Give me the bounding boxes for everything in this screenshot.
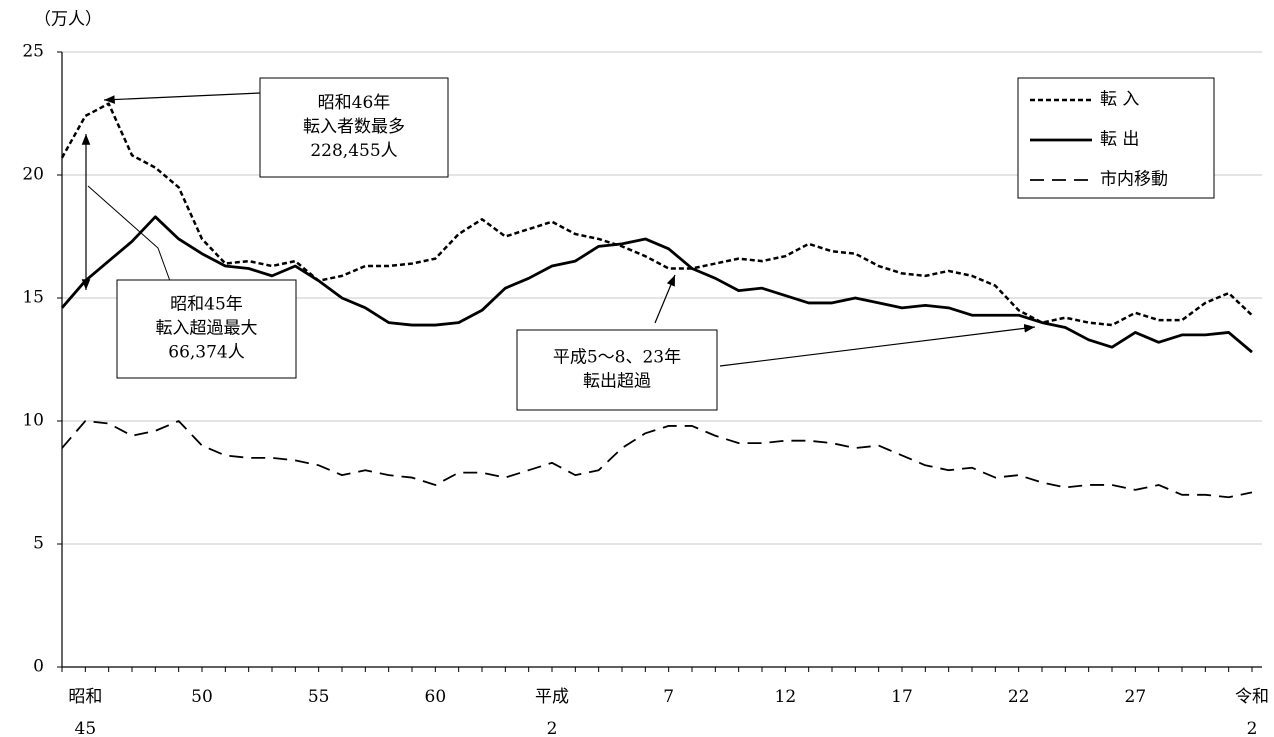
annotation-text: 転入者数最多: [303, 117, 405, 137]
legend-label: 転 出: [1100, 130, 1139, 150]
y-tick-label: 20: [22, 165, 44, 185]
x-tick-label: 17: [891, 687, 913, 707]
annotation-text: 228,455人: [310, 141, 397, 161]
annotation-text: 昭和45年: [170, 295, 243, 315]
y-tick-label: 0: [33, 657, 44, 677]
x-tick-label: 令和 2: [1235, 687, 1269, 737]
y-tick-label: 10: [22, 411, 44, 431]
y-unit: （万人）: [34, 10, 102, 30]
legend-label: 転 入: [1100, 90, 1139, 110]
series-line: [60, 102, 1253, 327]
y-tick-label: 15: [22, 288, 44, 308]
annotation-leader: [87, 185, 171, 282]
y-tick-label: 25: [22, 42, 44, 62]
x-tick-label: 7: [663, 687, 674, 707]
x-tick-label: 22: [1008, 687, 1030, 707]
annotation-box: [516, 329, 718, 411]
legend-label: 市内移動: [1100, 170, 1168, 190]
annotation-text: 昭和46年: [318, 93, 391, 113]
x-tick-label: 27: [1125, 687, 1147, 707]
legend-box: [1017, 77, 1215, 199]
annotation-text: 66,374人: [168, 343, 244, 363]
annotation-text: 転入超過最大: [156, 319, 258, 339]
annotation-text: 転出超過: [583, 372, 651, 392]
x-tick-label: 55: [308, 687, 330, 707]
annotation-box: [259, 77, 449, 178]
series-line: [60, 215, 1253, 354]
annotation-text: 平成5～8、23年: [553, 348, 681, 368]
annotation-arrow: [719, 324, 1036, 367]
x-tick-label: 60: [425, 687, 447, 707]
x-tick-label: 50: [191, 687, 213, 707]
annotation-box: [116, 279, 297, 379]
y-tick-label: 5: [33, 534, 44, 554]
annotation-arrow: [654, 274, 676, 324]
x-tick-label: 平成 2: [535, 687, 569, 737]
x-tick-label: 12: [775, 687, 797, 707]
annotation-arrow: [103, 92, 261, 104]
series-line: [61, 420, 1253, 499]
x-tick-label: 昭和 45: [68, 687, 102, 737]
